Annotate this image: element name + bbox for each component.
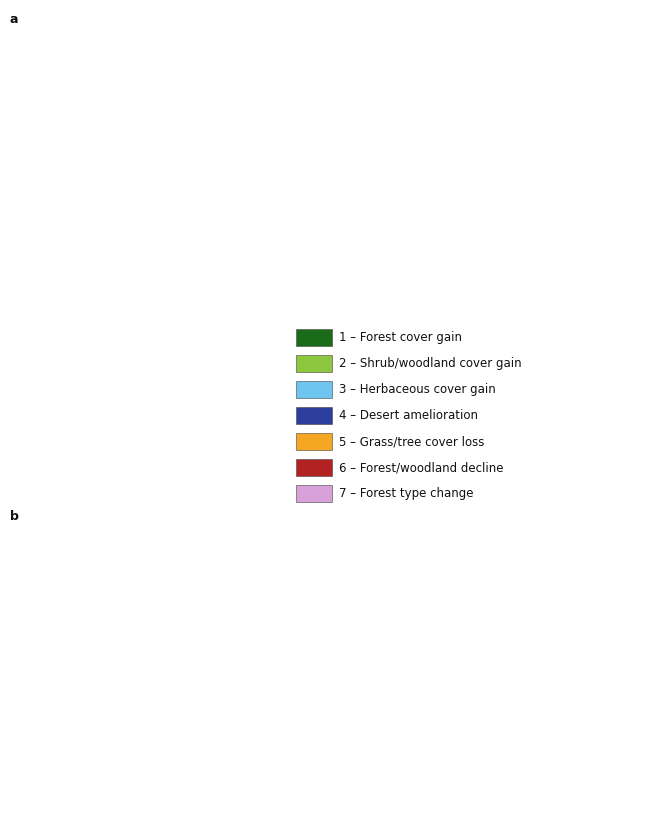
Text: 6 – Forest/woodland decline: 6 – Forest/woodland decline — [339, 461, 503, 475]
Text: b: b — [10, 510, 18, 523]
Text: 2 – Shrub/woodland cover gain: 2 – Shrub/woodland cover gain — [339, 356, 522, 370]
Text: a: a — [10, 12, 18, 26]
Bar — [296, 460, 332, 476]
Text: 5 – Grass/tree cover loss: 5 – Grass/tree cover loss — [339, 435, 484, 448]
Bar — [296, 328, 332, 346]
Text: 3 – Herbaceous cover gain: 3 – Herbaceous cover gain — [339, 383, 495, 396]
Bar — [296, 433, 332, 450]
Text: 7 – Forest type change: 7 – Forest type change — [339, 487, 473, 500]
Bar — [296, 407, 332, 424]
Bar — [296, 355, 332, 371]
Bar — [296, 381, 332, 398]
Text: 4 – Desert amelioration: 4 – Desert amelioration — [339, 409, 478, 422]
Bar — [296, 485, 332, 502]
Text: 1 – Forest cover gain: 1 – Forest cover gain — [339, 331, 462, 344]
